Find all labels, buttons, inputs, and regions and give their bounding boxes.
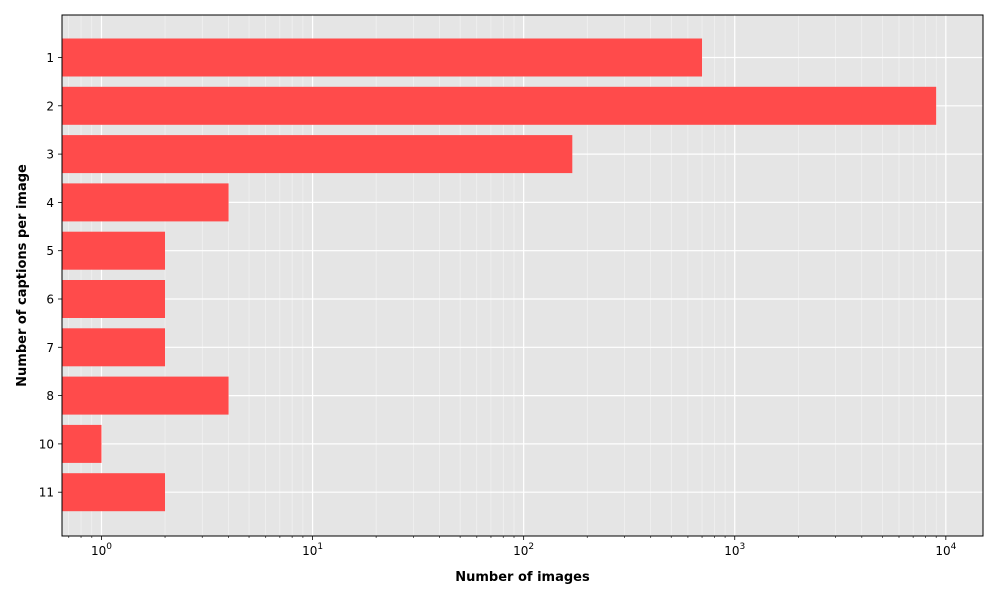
y-tick-label: 8 xyxy=(46,389,54,403)
axis-ticks xyxy=(58,57,947,540)
bar-4 xyxy=(62,183,229,222)
y-tick-label: 10 xyxy=(39,437,54,451)
y-tick-label: 2 xyxy=(46,99,54,113)
x-tick-label: 103 xyxy=(724,542,745,558)
y-tick-labels: 1 2 3 4 5 6 7 8 10 11 xyxy=(39,51,54,500)
bar-1 xyxy=(62,38,703,77)
bar-2 xyxy=(62,86,937,125)
x-tick-label: 101 xyxy=(302,542,323,558)
bar-10 xyxy=(62,424,102,463)
bar-6 xyxy=(62,280,166,318)
plot-frame xyxy=(61,14,984,537)
bars xyxy=(62,38,937,512)
bar-5 xyxy=(62,231,166,270)
y-axis-title: Number of captions per image xyxy=(15,164,30,387)
y-tick-label: 5 xyxy=(46,244,54,258)
y-tick-label: 11 xyxy=(39,486,54,500)
bar-8 xyxy=(62,376,229,415)
x-tick-labels: 100 101 102 103 104 xyxy=(91,542,957,558)
x-tick-label: 100 xyxy=(91,542,112,558)
y-tick-label: 7 xyxy=(46,341,54,355)
bar-11 xyxy=(62,473,166,512)
bar-7 xyxy=(62,328,166,367)
y-tick-label: 1 xyxy=(46,51,54,65)
x-axis-title: Number of images xyxy=(455,570,590,585)
y-tick-label: 4 xyxy=(46,196,54,210)
y-tick-label: 3 xyxy=(46,148,54,162)
y-tick-label: 6 xyxy=(46,293,54,307)
x-tick-label: 102 xyxy=(513,542,534,558)
bar-3 xyxy=(62,135,573,174)
x-tick-label: 104 xyxy=(935,542,956,558)
